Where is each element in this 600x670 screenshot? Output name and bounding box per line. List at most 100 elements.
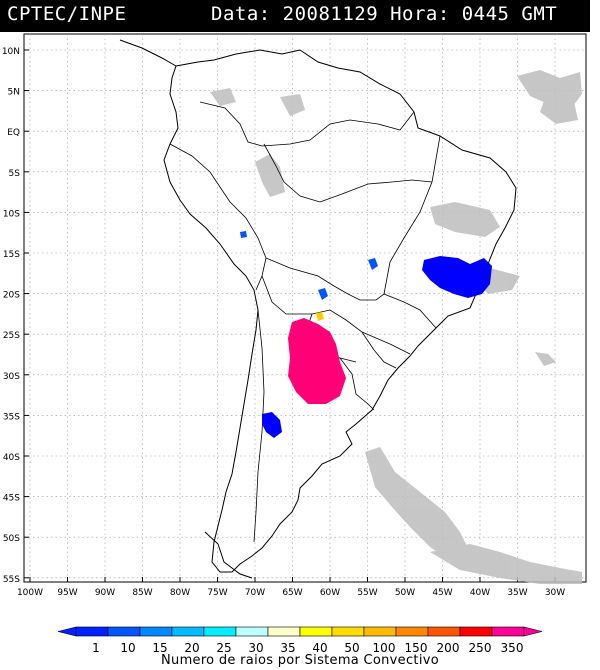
lightning-cluster <box>316 312 324 321</box>
border-line <box>253 309 265 543</box>
colorbar-cell <box>363 626 397 637</box>
colorbar-arrow-left <box>57 626 77 637</box>
border-line <box>169 143 267 291</box>
lat-label: 10N <box>2 47 20 57</box>
lon-label: 35W <box>507 588 527 598</box>
lon-label: 85W <box>132 588 152 598</box>
colorbar-tick-label: 200 <box>437 641 460 655</box>
lat-label: 45S <box>3 494 20 504</box>
lon-label: 60W <box>320 588 340 598</box>
colorbar-cell <box>395 626 429 637</box>
lon-label: 40W <box>470 588 490 598</box>
lat-label: 10S <box>3 209 20 219</box>
lon-label: 90W <box>95 588 115 598</box>
lightning-map: 10N5NEQ5S10S15S20S25S30S35S40S45S50S55S … <box>2 33 587 598</box>
lightning-cluster <box>318 288 328 300</box>
colorbar-tick-label: 250 <box>469 641 492 655</box>
lat-label: 15S <box>3 250 20 260</box>
lon-label: 75W <box>207 588 227 598</box>
lat-label: 55S <box>3 575 20 585</box>
cloud-patch <box>365 447 470 562</box>
colorbar-cell <box>491 626 525 637</box>
border-line <box>199 101 415 147</box>
longitude-labels: 100W 95W 90W 85W 80W 75W 70W 65W 60W 55W 50W 45W 40W… <box>17 588 565 598</box>
colorbar-cell <box>235 626 269 637</box>
border-line <box>373 349 397 369</box>
colorbar-tick-label: 30 <box>248 641 263 655</box>
lat-label: 30S <box>3 372 20 382</box>
colorbar-tick-label: 100 <box>373 641 396 655</box>
lightning-cluster <box>240 231 247 238</box>
cloud-patch <box>535 352 556 366</box>
colorbar-cell <box>171 626 205 637</box>
lat-label: 40S <box>3 453 20 463</box>
lat-label: EQ <box>7 128 20 138</box>
colorbar-tick-label: 10 <box>120 641 135 655</box>
lon-label: 45W <box>432 588 452 598</box>
map-header: CPTEC/INPE Data: 20081129 Hora: 0445 GMT <box>0 0 590 32</box>
colorbar-title: Numero de raios por Sistema Convectivo <box>161 653 439 668</box>
colorbar-tick-label: 25 <box>216 641 231 655</box>
map-frame <box>23 33 587 583</box>
lon-label: 50W <box>395 588 415 598</box>
colorbar-cell <box>107 626 141 637</box>
border-line <box>339 357 375 411</box>
lightning-cluster <box>288 318 346 404</box>
border-line <box>261 275 375 351</box>
colorbar-tick-label: 350 <box>501 641 524 655</box>
south-america-outline <box>163 49 517 573</box>
colorbar-tick-label: 150 <box>405 641 428 655</box>
colorbar-tick-label: 50 <box>344 641 359 655</box>
border-line <box>383 135 441 295</box>
cloud-patch <box>280 94 305 116</box>
datetime-label: Data: 20081129 Hora: 0445 GMT <box>211 3 558 25</box>
colorbar-tick-label: 35 <box>280 641 295 655</box>
colorbar-tick-label: 15 <box>152 641 167 655</box>
lon-label: 65W <box>282 588 302 598</box>
colorbar-cell <box>75 626 109 637</box>
cloud-patch <box>255 154 285 197</box>
colorbar-tick-label: 1 <box>92 641 100 655</box>
lightning-cluster <box>368 258 378 270</box>
cloud-patch <box>430 544 582 584</box>
colorbar-cell <box>203 626 237 637</box>
lightning-cluster <box>422 256 492 298</box>
lon-label: 70W <box>245 588 265 598</box>
border-line <box>341 179 433 195</box>
lat-lon-grid <box>24 34 586 582</box>
colorbar-cell <box>427 626 461 637</box>
source-label: CPTEC/INPE <box>7 3 127 25</box>
lon-label: 30W <box>545 588 565 598</box>
border-line <box>383 293 437 329</box>
colorbar-cell <box>139 626 173 637</box>
colorbar-tick-label: 20 <box>184 641 199 655</box>
colorbar-cell <box>299 626 333 637</box>
lat-label: 5N <box>8 88 20 98</box>
coastline <box>119 39 517 579</box>
colorbar-cell <box>267 626 301 637</box>
colorbar-cells <box>57 626 543 637</box>
cloud-patch <box>210 88 236 106</box>
central-america-outline <box>119 39 177 67</box>
lon-label: 95W <box>57 588 77 598</box>
lat-label: 50S <box>3 534 20 544</box>
lat-label: 20S <box>3 291 20 301</box>
lon-label: 100W <box>17 588 43 598</box>
lat-label: 5S <box>9 169 21 179</box>
cloud-patch <box>540 90 578 124</box>
latitude-labels: 10N 5N EQ 5S 10S 15S 20S 25S 30S 35S 40S 45S 50S 55S <box>2 47 20 585</box>
lat-label: 25S <box>3 331 20 341</box>
lon-label: 55W <box>357 588 377 598</box>
colorbar-arrow-right <box>523 626 543 637</box>
border-line <box>361 331 411 355</box>
cloud-cover <box>210 70 582 584</box>
colorbar: 1 10 15 20 25 30 35 40 50 100 150 200 250 350 <box>57 626 543 655</box>
border-line <box>265 257 385 301</box>
colorbar-tick-label: 40 <box>312 641 327 655</box>
colorbar-cell <box>331 626 365 637</box>
border-line <box>263 143 343 203</box>
cloud-patch <box>430 202 500 237</box>
lon-label: 80W <box>170 588 190 598</box>
colorbar-cell <box>459 626 493 637</box>
lat-label: 35S <box>3 412 20 422</box>
